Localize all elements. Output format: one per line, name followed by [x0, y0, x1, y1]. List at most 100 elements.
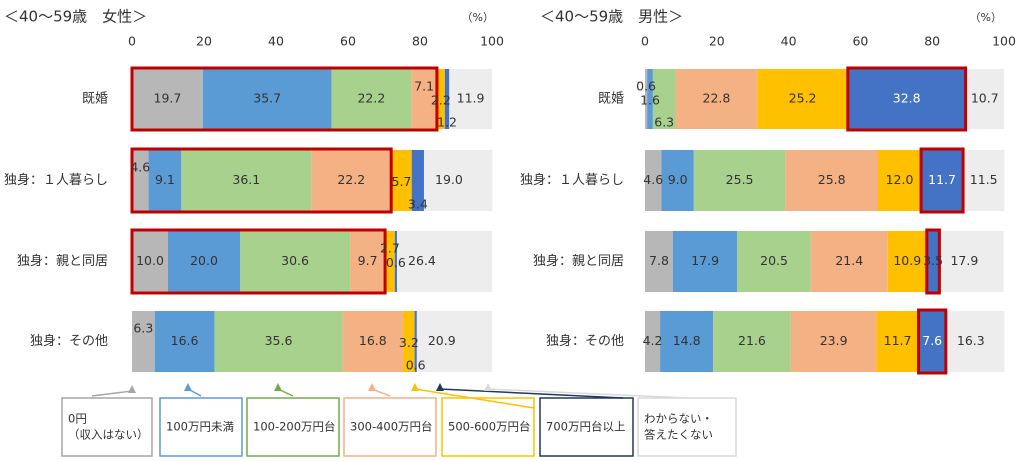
highlight-box	[846, 66, 968, 132]
data-label: 11.5	[970, 172, 998, 187]
highlight-box	[925, 228, 941, 295]
data-label: 23.9	[820, 333, 848, 348]
bar-segment	[391, 150, 412, 211]
bar-segment	[403, 311, 415, 372]
x-tick-label: 100	[992, 34, 1016, 49]
legend-box	[246, 397, 340, 457]
bar-segment	[877, 150, 922, 211]
bar-segment	[673, 231, 738, 292]
highlight-box	[130, 228, 387, 295]
bar-segment	[148, 150, 182, 211]
category-label: 既婚	[82, 92, 108, 107]
bar-segment	[444, 69, 450, 129]
legend-arrowhead	[184, 383, 192, 391]
data-label: 3.4	[408, 197, 428, 212]
bar-segment	[939, 231, 1004, 292]
data-label: 0.6	[406, 358, 426, 373]
data-label: 22.2	[357, 91, 385, 106]
data-label: 22.8	[703, 91, 731, 106]
highlight-box	[917, 308, 948, 375]
data-label: 16.3	[957, 333, 985, 348]
bar-segment	[181, 150, 312, 211]
data-label: 7.6	[922, 333, 942, 348]
legend-label: （収入はない）	[68, 428, 149, 442]
data-label: 22.2	[337, 172, 365, 187]
data-label: 32.8	[893, 91, 921, 106]
x-tick-label: 20	[196, 34, 212, 49]
legend-arrow	[91, 390, 133, 397]
bar-segment	[918, 311, 946, 372]
data-label: 4.6	[130, 160, 150, 175]
legend-label: 700万円台以上	[546, 420, 625, 434]
x-tick-label: 40	[781, 34, 797, 49]
data-label: 21.6	[738, 333, 766, 348]
bar-segment	[757, 69, 848, 129]
data-label: 9.7	[358, 253, 378, 268]
x-tick-label: 60	[852, 34, 868, 49]
bar-segment	[436, 69, 445, 129]
data-label: 0.6	[386, 255, 406, 270]
x-tick-label: 20	[709, 34, 725, 49]
data-label: 4.6	[643, 172, 663, 187]
x-tick-label: 80	[412, 34, 428, 49]
bar-segment	[945, 311, 1005, 372]
data-label: 0.6	[636, 79, 656, 94]
data-label: 1.6	[640, 93, 660, 108]
bar-segment	[652, 69, 676, 129]
data-label: 21.4	[835, 253, 863, 268]
x-tick-label: 0	[128, 34, 136, 49]
bar-segment	[810, 231, 888, 292]
data-label: 25.2	[789, 91, 817, 106]
legend-arrow	[487, 388, 688, 399]
chart-title: ＜40～59歳 女性＞	[4, 8, 147, 26]
bar-segment	[240, 231, 351, 292]
data-label: 35.7	[253, 91, 281, 106]
bar-segment	[411, 69, 437, 129]
category-label: 独身：親と同居	[533, 253, 624, 269]
bar-segment	[921, 150, 964, 211]
legend-box	[441, 397, 535, 457]
data-label: 3.5	[923, 253, 943, 268]
bar-segment	[660, 311, 714, 372]
legend-box	[61, 397, 153, 457]
data-label: 20.9	[428, 333, 456, 348]
data-label: 6.3	[133, 321, 153, 336]
legend-arrowhead	[484, 383, 492, 391]
data-label: 2.7	[380, 241, 400, 256]
bar-segment	[645, 231, 673, 292]
data-label: 9.0	[668, 172, 688, 187]
bar-segment	[414, 311, 417, 372]
unit-label: （%）	[462, 11, 494, 24]
legend-label: 0円	[68, 412, 87, 426]
bar-segment	[411, 150, 424, 211]
bar-segment	[342, 311, 404, 372]
bar-segment	[645, 69, 648, 129]
data-label: 10.0	[136, 253, 164, 268]
bar-segment	[847, 69, 966, 129]
bar-segment	[214, 311, 343, 372]
legend-label: 300-400万円台	[350, 420, 433, 434]
bar-segment	[331, 69, 412, 129]
data-label: 17.9	[691, 253, 719, 268]
bar-segment	[132, 150, 149, 211]
legend-label: 100万円未満	[166, 420, 234, 434]
bar-segment	[887, 231, 927, 292]
bar-segment	[202, 69, 332, 129]
data-label: 10.7	[971, 91, 999, 106]
legend-box	[637, 397, 737, 457]
category-label: 独身：１人暮らし	[4, 172, 108, 188]
bar-segment	[645, 311, 661, 372]
highlight-box	[130, 147, 393, 214]
data-label: 35.6	[265, 333, 293, 348]
data-label: 1.2	[437, 115, 457, 130]
bar-segment	[132, 311, 155, 372]
data-label: 14.8	[673, 333, 701, 348]
data-label: 11.7	[928, 172, 956, 187]
data-label: 9.1	[155, 172, 175, 187]
x-tick-label: 80	[924, 34, 940, 49]
legend-label: 答えたくない	[644, 428, 713, 442]
bar-segment	[693, 150, 786, 211]
bar-segment	[132, 69, 203, 129]
highlight-box	[130, 66, 439, 132]
x-tick-label: 100	[480, 34, 504, 49]
